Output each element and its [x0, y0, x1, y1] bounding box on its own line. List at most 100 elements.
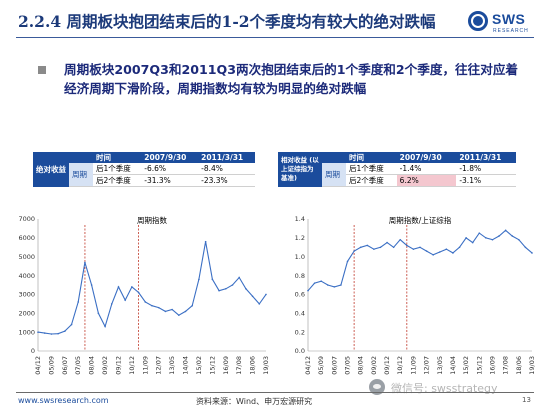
x-tick-label: 17/08: [502, 356, 510, 375]
logo-sub-text: RESEARCH: [493, 28, 529, 34]
data-point: [392, 246, 395, 249]
table-header-row: 绝对收益 时间 2007/9/30 2011/3/31: [33, 152, 255, 187]
table-header-cell: 2007/9/30: [396, 152, 457, 163]
data-point: [458, 246, 461, 249]
cycle-relative-chart: 周期指数/上证综指 0.0 0.2 0.4 0.6 0.8 1.0 1.2 1.4 04/12 05…: [295, 215, 536, 375]
data-point: [485, 237, 487, 239]
x-tick-label: 15/12: [208, 356, 216, 375]
data-point: [425, 250, 428, 252]
data-point: [419, 246, 421, 249]
x-tick-label: 11/09: [409, 356, 417, 375]
logo-ring-icon: [468, 11, 488, 31]
data-point: [97, 312, 100, 315]
data-point: [333, 286, 336, 288]
data-point: [366, 244, 369, 247]
data-point: [131, 286, 133, 288]
table-row: 后2个季度 6.2% -3.1%: [278, 174, 516, 187]
x-tick-label: 13/05: [168, 356, 176, 375]
x-tick-label: 19/03: [528, 356, 536, 375]
chart-title: 周期指数: [137, 215, 167, 225]
data-point: [258, 303, 261, 305]
data-point: [320, 280, 322, 283]
data-point: [386, 241, 388, 244]
y-tick-label: 0.6: [295, 291, 305, 299]
table-corner: 绝对收益: [33, 152, 69, 187]
data-point: [43, 332, 46, 334]
wechat-icon: [369, 379, 385, 395]
x-tick-label: 16/09: [222, 356, 230, 375]
y-tick-label: 0.8: [295, 272, 305, 280]
data-point: [110, 303, 113, 305]
table-header-cell: 2007/9/30: [141, 152, 199, 163]
y-tick-label: 2000: [18, 309, 35, 317]
x-tick-label: 04/12: [34, 356, 42, 375]
data-point: [84, 261, 86, 264]
table-header-row: 相对收益 (以上证综指为基准) 时间 2007/9/30 2011/3/31: [278, 152, 516, 187]
data-point: [191, 304, 194, 307]
x-tick-label: 05/09: [317, 356, 325, 375]
data-point: [346, 260, 349, 263]
data-point: [498, 235, 500, 237]
x-tick-label: 06/07: [330, 356, 338, 375]
data-point: [37, 331, 39, 333]
data-point: [524, 246, 527, 249]
data-point: [64, 330, 66, 332]
data-point: [379, 246, 382, 249]
data-point: [224, 287, 227, 290]
x-tick-label: 15/02: [462, 356, 470, 375]
table-header-cell: 2011/3/31: [198, 152, 255, 163]
x-tick-label: 07/05: [74, 356, 82, 375]
y-tick-label: 1.4: [295, 215, 305, 223]
x-tick-label: 07/05: [344, 356, 352, 375]
table-cell: -8.4%: [198, 163, 255, 175]
x-tick-label: 14/04: [182, 356, 190, 375]
data-point: [50, 333, 53, 335]
page-title: 2.2.4 周期板块抱团结束后的1-2个季度均有较大的绝对跌幅: [18, 12, 436, 31]
footer-url[interactable]: www.swsresearch.com: [18, 396, 109, 405]
data-point: [465, 237, 467, 239]
data-point: [57, 332, 59, 335]
data-point: [478, 232, 481, 234]
data-point: [104, 325, 106, 328]
bullet-text: 周期板块2007Q3和2011Q3两次抱团结束后的1个季度和2个季度，往往对应着…: [64, 62, 519, 96]
sws-logo: SWS RESEARCH: [468, 9, 540, 39]
table-cell: -23.3%: [198, 174, 255, 187]
data-point: [245, 287, 247, 290]
table-corner: 相对收益 (以上证综指为基准): [278, 152, 322, 187]
bullet-square-icon: [38, 66, 46, 74]
data-point: [471, 241, 474, 244]
data-point: [198, 278, 200, 281]
y-tick-label: 0.4: [295, 309, 305, 317]
data-point: [77, 301, 80, 303]
data-point: [171, 308, 173, 311]
data-point: [90, 284, 93, 286]
x-tick-label: 13/05: [436, 356, 444, 375]
footer-divider: [16, 392, 534, 393]
data-point: [218, 289, 220, 292]
data-point: [70, 323, 73, 326]
data-point: [124, 299, 126, 301]
data-point: [151, 304, 153, 307]
data-point: [231, 284, 234, 286]
table-cell-highlight: 6.2%: [396, 174, 457, 187]
x-tick-label: 12/07: [423, 356, 431, 375]
table-cell: -31.3%: [141, 174, 199, 187]
data-point: [359, 246, 362, 249]
data-point: [204, 240, 207, 243]
cycle-index-chart: 周期指数 0 1000 2000 3000 4000 5000 6000 7000 04/12 05…: [18, 215, 270, 375]
data-point: [238, 276, 240, 279]
data-point: [313, 282, 316, 284]
data-point: [438, 251, 441, 253]
data-point: [511, 235, 514, 237]
x-tick-label: 12/07: [155, 356, 163, 375]
table-group-label: 周期: [69, 163, 93, 187]
x-tick-label: 19/03: [262, 356, 270, 375]
data-point: [518, 238, 520, 241]
table-relative-return: 相对收益 (以上证综指为基准) 时间 2007/9/30 2011/3/31 周…: [278, 152, 516, 187]
data-point: [137, 291, 140, 294]
table-header-cell: 时间: [346, 152, 397, 163]
table-cell: 后2个季度: [93, 174, 142, 187]
table-header-cell: 时间: [93, 152, 142, 163]
series-line: [307, 229, 533, 292]
logo-brand-text: SWS: [492, 11, 526, 27]
